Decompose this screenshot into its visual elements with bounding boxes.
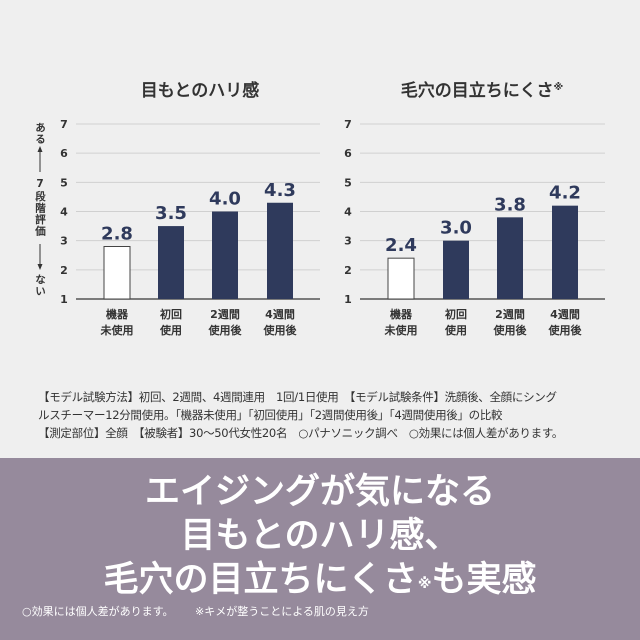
bar (387, 257, 415, 300)
y-tick-label: 5 (60, 176, 68, 189)
data-label: 2.4 (385, 235, 417, 256)
chart-title: 目もとのハリ感 (141, 80, 260, 101)
bar (443, 240, 469, 299)
x-tick-label: 使用後 (493, 323, 528, 337)
data-label: 4.3 (264, 180, 296, 201)
bar (267, 202, 293, 299)
x-tick-label: 2週間 (210, 307, 240, 321)
x-tick-label: 使用 (159, 323, 182, 337)
x-tick-label: 使用 (444, 323, 467, 337)
x-tick-label: 4週間 (265, 307, 295, 321)
footnote-mark: ※ (417, 576, 432, 592)
x-tick-label: 使用後 (263, 323, 298, 337)
headline-band (0, 458, 640, 640)
test-note: 【モデル試験方法】初回、2週間、4週間連用 1回/1日使用 【モデル試験条件】洗… (38, 388, 628, 442)
note-line: ルスチーマー12分間使用。「機器未使用」「初回使用」「2週間使用後」「4週間使用… (38, 408, 503, 422)
headline-line-3: 毛穴の目立ちにくさ※も実感 (0, 558, 640, 602)
y-tick-label: 7 (60, 118, 68, 131)
bar (552, 205, 578, 299)
data-label: 4.2 (549, 183, 581, 204)
headline-line-2: 目もとのハリ感、 (180, 516, 460, 556)
x-tick-label: 初回 (160, 307, 182, 321)
footnote: ○効果には個人差があります。 ※キメが整うことによる肌の見え方 (22, 603, 387, 619)
data-label: 4.0 (209, 189, 241, 210)
data-label: 3.0 (440, 218, 472, 239)
x-tick-label: 機器 (390, 307, 413, 321)
bar (212, 211, 238, 299)
data-label: 3.8 (494, 194, 526, 215)
headline-line-1: エイジングが気になる (144, 472, 495, 512)
y-axis-label: 7段階評価 (34, 178, 46, 237)
y-tick-label: 3 (60, 235, 68, 248)
y-tick-label: 1 (344, 293, 352, 306)
x-tick-label: 4週間 (550, 307, 580, 321)
bar (103, 246, 131, 300)
x-tick-label: 初回 (445, 307, 467, 321)
y-tick-label: 1 (60, 293, 68, 306)
y-tick-label: 2 (60, 264, 68, 277)
bar (497, 217, 523, 299)
y-tick-label: 6 (60, 147, 68, 160)
x-tick-label: 未使用 (100, 323, 134, 337)
charts: 目もとのハリ感 1 2 3 4 5 6 7 2.8 機器未使用 3.5 初回使用 4.0 2週間使用後 4.… (37, 80, 605, 337)
note-line: 【測定部位】全顔 【被験者】30〜50代女性20名 ○パナソニック調べ ○効果に… (38, 426, 564, 440)
y-tick-label: 3 (344, 235, 352, 248)
headline: エイジングが気になる 目もとのハリ感、 毛穴の目立ちにくさ※も実感 (0, 470, 640, 602)
x-tick-label: 使用後 (548, 323, 583, 337)
x-tick-label: 使用後 (208, 323, 243, 337)
bar (158, 226, 184, 299)
x-tick-label: 機器 (106, 307, 129, 321)
headline-text: 毛穴の目立ちにくさ (103, 560, 418, 600)
y-tick-label: 5 (344, 176, 352, 189)
y-axis-label-bottom: ない (34, 274, 46, 297)
y-tick-label: 7 (344, 118, 352, 131)
note-line: 【モデル試験方法】初回、2週間、4週間連用 1回/1日使用 【モデル試験条件】洗… (38, 390, 557, 404)
x-tick-label: 2週間 (495, 307, 525, 321)
y-axis-label-top: ある (34, 122, 46, 145)
headline-text: も実感 (431, 560, 537, 600)
arrow-down-head (37, 264, 43, 270)
footnote-a: ○効果には個人差があります。 (22, 605, 174, 618)
y-tick-label: 4 (344, 206, 352, 219)
footnote-b: ※キメが整うことによる肌の見え方 (195, 605, 369, 618)
arrow-up-head (37, 146, 43, 152)
y-tick-label: 6 (344, 147, 352, 160)
y-tick-label: 4 (60, 206, 68, 219)
y-tick-label: 2 (344, 264, 352, 277)
x-tick-label: 未使用 (384, 323, 418, 337)
data-label: 2.8 (101, 224, 133, 245)
data-label: 3.5 (155, 203, 187, 224)
chart-title: 毛穴の目立ちにくさ※ (401, 80, 563, 101)
